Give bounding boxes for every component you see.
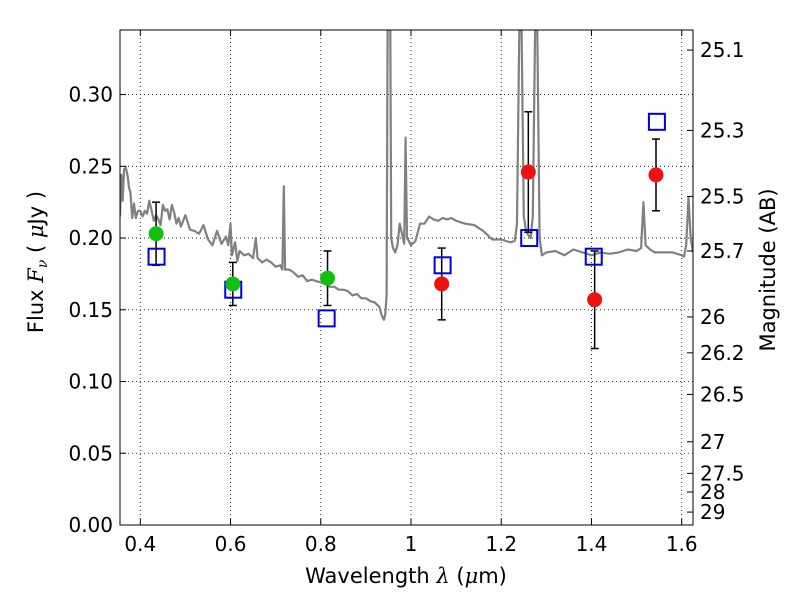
x-tick-label: 1.2 — [485, 532, 517, 556]
model-point-square — [433, 256, 452, 275]
x-tick-label: 1.4 — [576, 532, 608, 556]
spectrum-line — [120, 30, 693, 321]
right-tick-label: 25.3 — [700, 118, 745, 142]
y-tick-label: 0.30 — [68, 83, 113, 107]
x-tick-label: 0.6 — [215, 532, 247, 556]
model-point-square — [647, 112, 666, 131]
right-axis-label: Magnitude (AB) — [756, 188, 780, 351]
model-point-square — [317, 309, 336, 328]
model-point-square — [520, 229, 539, 248]
x-tick-label: 1 — [405, 532, 418, 556]
green-data-point — [148, 226, 164, 242]
right-tick-label: 25.5 — [700, 184, 745, 208]
right-tick-label: 27 — [700, 430, 725, 454]
green-data-point — [225, 276, 241, 292]
y-tick-label: 0.10 — [68, 370, 113, 394]
model-point-square — [147, 247, 166, 266]
right-tick-label: 25.1 — [700, 38, 745, 62]
red-data-point — [587, 292, 603, 308]
green-data-point — [320, 270, 336, 286]
right-tick-label: 28 — [700, 480, 725, 504]
x-tick-label: 0.4 — [124, 532, 156, 556]
y-tick-label: 0.05 — [68, 441, 113, 465]
y-axis-label: Flux Fν ( μJy ) — [24, 191, 51, 333]
right-tick-label: 25.7 — [700, 239, 745, 263]
plot-frame — [119, 29, 694, 526]
right-tick-label: 26.5 — [700, 382, 745, 406]
y-tick-label: 0.25 — [68, 154, 113, 178]
y-tick-label: 0.20 — [68, 226, 113, 250]
right-tick-label: 26.2 — [700, 341, 745, 365]
x-axis-label: Wavelength λ (μm) — [305, 564, 507, 588]
red-data-point — [520, 164, 536, 180]
y-tick-label: 0.15 — [68, 298, 113, 322]
y-tick-label: 0.00 — [68, 513, 113, 537]
right-tick-label: 27.5 — [700, 461, 745, 485]
tick-layer: 0.4 0.6 0.8 1 1.2 1.4 1.6 0.00 0.05 0.10 0.15 0.20 0… — [68, 30, 745, 556]
right-tick-label: 26 — [700, 305, 725, 329]
x-tick-label: 0.8 — [305, 532, 337, 556]
grid-layer — [120, 30, 693, 526]
red-data-point — [434, 276, 450, 292]
data-layer — [120, 30, 693, 350]
model-point-square — [584, 247, 603, 266]
x-tick-label: 1.6 — [666, 532, 698, 556]
right-tick-label: 29 — [700, 500, 725, 524]
red-data-point — [648, 167, 664, 183]
